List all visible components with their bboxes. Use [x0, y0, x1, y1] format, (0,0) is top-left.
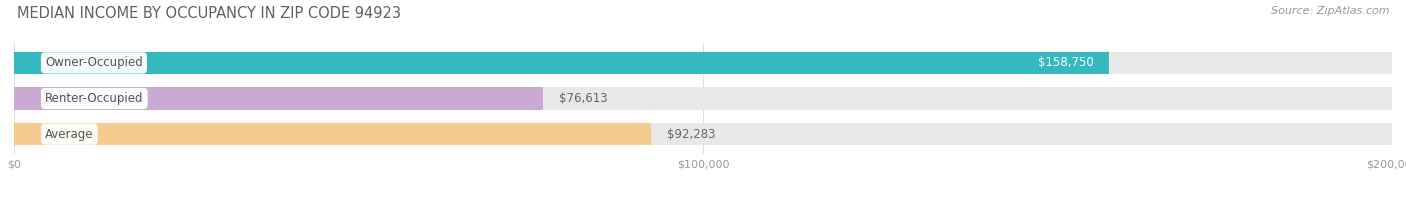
- Text: $92,283: $92,283: [666, 128, 716, 141]
- Bar: [14, 123, 650, 145]
- Bar: [650, 123, 1392, 145]
- Text: $158,750: $158,750: [1038, 56, 1094, 69]
- Bar: [14, 87, 1392, 110]
- Text: MEDIAN INCOME BY OCCUPANCY IN ZIP CODE 94923: MEDIAN INCOME BY OCCUPANCY IN ZIP CODE 9…: [17, 6, 401, 21]
- Text: Average: Average: [45, 128, 94, 141]
- Text: Source: ZipAtlas.com: Source: ZipAtlas.com: [1271, 6, 1389, 16]
- Bar: [14, 52, 1108, 74]
- Text: Owner-Occupied: Owner-Occupied: [45, 56, 143, 69]
- Bar: [14, 52, 1392, 74]
- Text: Renter-Occupied: Renter-Occupied: [45, 92, 143, 105]
- Bar: [14, 123, 1392, 145]
- Bar: [541, 87, 1392, 110]
- Bar: [1108, 52, 1392, 74]
- Text: $76,613: $76,613: [560, 92, 607, 105]
- Bar: [14, 87, 541, 110]
